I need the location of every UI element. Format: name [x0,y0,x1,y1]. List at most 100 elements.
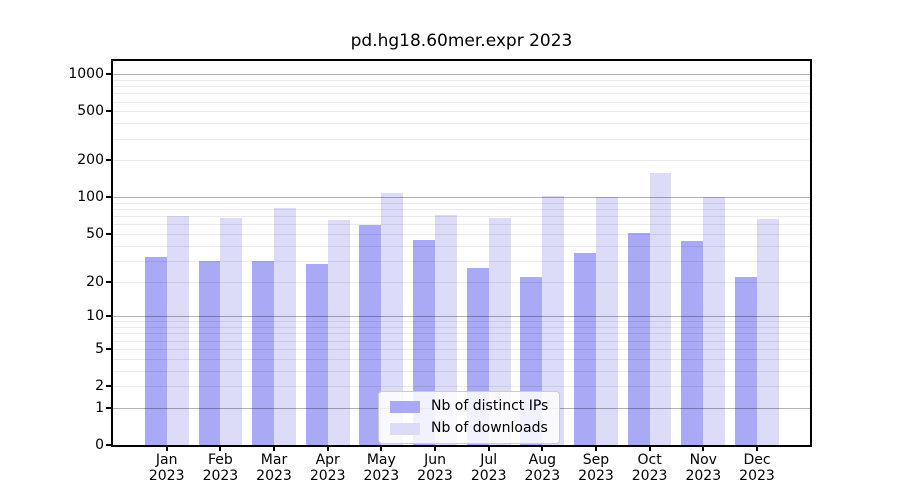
gridline-minor-40 [113,245,810,247]
gridline-minor-2 [113,386,810,387]
x-tick-label-may: May 2023 [339,452,423,484]
x-tick-year: 2023 [202,468,239,484]
x-tick-year: 2023 [524,468,561,484]
legend-label-downloads: Nb of downloads [431,420,548,436]
gridline-minor-500 [113,111,810,113]
gridline-minor-7 [113,333,810,335]
gridline-minor-8 [113,327,810,329]
y-tick-mark-1 [106,406,112,409]
plot-area: Nb of distinct IPs Nb of downloads [111,59,812,447]
gridline-minor-5 [113,348,810,350]
x-tick-label-jul: Jul 2023 [447,452,531,484]
gridline-major-100 [113,197,810,199]
y-tick-mark-200 [106,159,112,162]
x-tick-label-sep: Sep 2023 [554,452,638,484]
legend-swatch-downloads [390,422,420,435]
gridline-minor-400 [113,123,810,125]
bar-ips-jan [144,257,167,445]
x-tick-year: 2023 [363,468,400,484]
bar-downloads-oct [649,172,672,445]
x-tick-month: Apr [315,452,340,468]
x-tick-year: 2023 [578,468,614,484]
y-tick-label-1: 1 [95,399,104,416]
x-tick-year: 2023 [309,468,346,484]
y-tick-mark-20 [106,280,112,283]
gridline-minor-4 [113,358,810,360]
x-tick-month: Jan [155,452,178,468]
x-tick-month: Mar [260,452,288,468]
y-tick-label-10: 10 [86,308,104,325]
gridline-minor-900 [113,79,810,81]
x-tick-month: Dec [743,452,771,468]
gridline-minor-3 [113,370,810,372]
legend-item-distinct-ips: Nb of distinct IPs [390,399,548,414]
gridline-minor-90 [113,202,810,204]
x-tick-year: 2023 [631,468,668,484]
bar-downloads-apr [327,220,350,445]
x-tick-year: 2023 [739,468,775,484]
y-tick-mark-100 [106,196,112,199]
legend: Nb of distinct IPs Nb of downloads [378,391,561,444]
y-tick-mark-1000 [106,73,112,76]
bar-ips-mar [252,260,274,445]
bar-downloads-feb [220,217,243,445]
x-tick-mark-jan [165,445,168,451]
y-tick-label-50: 50 [86,225,104,242]
x-tick-month: Sep [582,452,610,468]
x-tick-label-feb: Feb 2023 [178,452,262,484]
x-tick-mark-oct [648,445,651,451]
y-tick-label-20: 20 [86,273,104,290]
x-tick-label-dec: Dec 2023 [715,452,799,484]
y-tick-label-0: 0 [95,437,104,453]
gridline-minor-600 [113,101,810,103]
bar-ips-feb [198,260,221,445]
bar-downloads-nov [703,197,726,445]
bar-ips-nov [681,240,704,445]
gridline-minor-30 [113,260,810,262]
x-tick-mark-apr [326,445,329,451]
y-tick-mark-500 [106,110,112,113]
y-tick-label-200: 200 [77,152,104,169]
x-tick-label-nov: Nov 2023 [661,452,745,484]
bar-downloads-sep [596,197,618,445]
gridline-minor-300 [113,138,810,140]
x-tick-year: 2023 [256,468,292,484]
y-tick-label-2: 2 [95,378,104,394]
x-tick-month: Jul [480,452,498,468]
x-tick-mark-feb [219,445,222,451]
x-tick-label-oct: Oct 2023 [608,452,692,484]
x-tick-label-apr: Apr 2023 [286,452,370,484]
x-tick-mark-mar [273,445,275,451]
bar-ips-sep [574,252,596,445]
bar-downloads-jul [488,217,511,445]
x-tick-label-mar: Mar 2023 [232,452,316,484]
x-tick-year: 2023 [470,468,507,484]
gridline-minor-50 [113,233,810,235]
x-tick-year: 2023 [148,468,185,484]
x-tick-year: 2023 [417,468,453,484]
x-tick-label-aug: Aug 2023 [500,452,584,484]
gridline-minor-6 [113,340,810,342]
y-tick-label-1000: 1000 [68,66,104,83]
y-tick-label-5: 5 [95,340,104,357]
x-tick-month: Jun [424,452,446,468]
x-tick-mark-sep [595,445,597,451]
gridline-minor-800 [113,86,810,88]
x-tick-year: 2023 [685,468,722,484]
gridline-minor-80 [113,209,810,211]
bar-downloads-dec [757,218,779,445]
gridline-minor-20 [113,281,810,283]
gridline-minor-200 [113,160,810,162]
bar-downloads-aug [542,196,565,445]
bar-downloads-may [381,193,404,445]
y-tick-mark-5 [106,347,112,350]
x-tick-month: Nov [689,452,717,468]
y-tick-mark-2 [106,385,112,387]
x-tick-mark-may [380,445,383,451]
x-tick-mark-jul [487,445,490,451]
gridline-major-1000 [113,74,810,76]
y-tick-mark-50 [106,232,112,235]
x-tick-mark-nov [702,445,705,451]
x-tick-month: Oct [637,452,662,468]
